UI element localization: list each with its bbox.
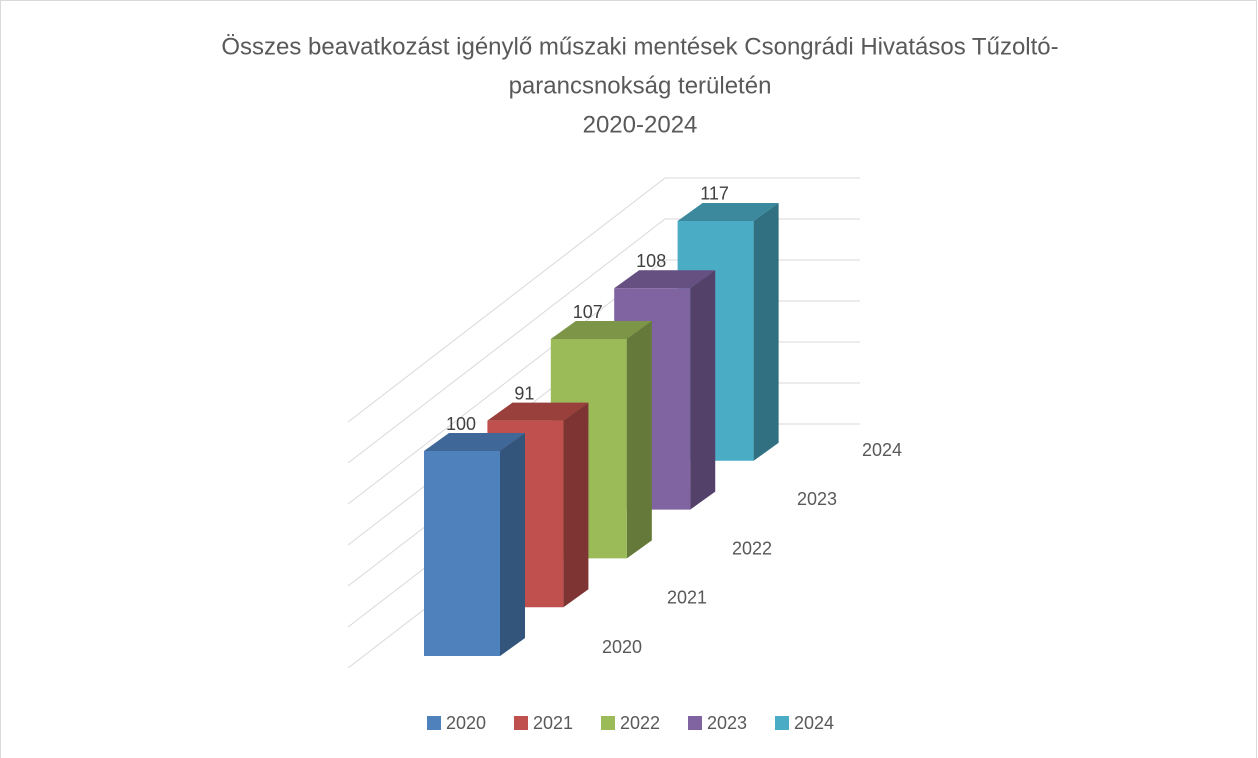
bar-top-shade xyxy=(550,321,652,340)
bar-top-shade xyxy=(487,402,589,421)
bar-side-shade xyxy=(626,321,652,559)
legend-swatch xyxy=(427,716,441,730)
bar-side-shade xyxy=(690,270,716,510)
bar-side xyxy=(753,202,779,461)
bar-top xyxy=(424,433,525,451)
chart-title: Összes beavatkozást igénylő műszaki ment… xyxy=(221,33,1058,60)
data-label: 107 xyxy=(573,302,603,322)
grid-line xyxy=(347,259,860,505)
chart-title: parancsnokság területén xyxy=(509,72,772,99)
grid-line xyxy=(347,218,860,464)
legend-swatch xyxy=(601,716,615,730)
depth-axis-label: 2024 xyxy=(862,440,902,460)
bar-top xyxy=(487,402,589,421)
legend-label: 2020 xyxy=(446,713,486,733)
depth-axis-label: 2022 xyxy=(732,538,772,558)
grid-line xyxy=(347,177,860,423)
depth-axis-label: 2020 xyxy=(602,637,642,657)
data-label: 91 xyxy=(514,383,534,403)
legend-swatch xyxy=(688,716,702,730)
legend-label: 2023 xyxy=(707,713,747,733)
legend-swatch xyxy=(514,716,528,730)
bar-side-shade xyxy=(563,402,589,608)
bar-side xyxy=(563,402,589,608)
bar-top xyxy=(614,270,716,289)
data-label: 100 xyxy=(446,414,476,434)
chart-title: 2020-2024 xyxy=(583,111,698,138)
legend-label: 2021 xyxy=(533,713,573,733)
bar-top xyxy=(550,321,652,340)
bar-top-shade xyxy=(614,270,716,289)
bar-side xyxy=(690,270,716,510)
data-label: 117 xyxy=(700,184,729,204)
legend-label: 2022 xyxy=(620,713,660,733)
bar-top-shade xyxy=(677,202,779,221)
bar-top xyxy=(677,202,779,221)
bar-side xyxy=(500,433,525,656)
bar-top-shade xyxy=(424,433,525,451)
bar-side xyxy=(626,321,652,559)
data-label: 108 xyxy=(636,251,666,271)
legend-label: 2024 xyxy=(794,713,834,733)
depth-axis-label: 2023 xyxy=(797,489,837,509)
legend-swatch xyxy=(775,716,789,730)
depth-axis-label: 2021 xyxy=(667,588,707,608)
bar-side-shade xyxy=(500,433,525,656)
bar-front xyxy=(424,451,500,656)
bar-side-shade xyxy=(753,202,779,461)
